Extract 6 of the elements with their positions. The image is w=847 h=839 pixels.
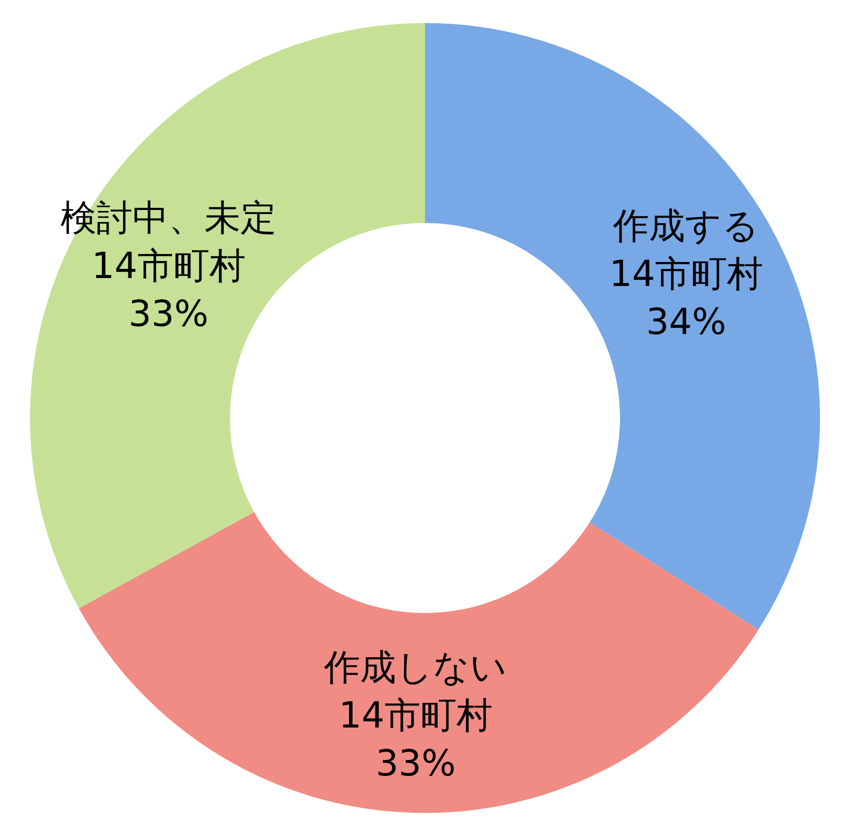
slice-label: 検討中、未定 (60, 198, 276, 239)
data-label: 14市町村 33% (338, 695, 493, 784)
data-label: 14市町村 34% (609, 254, 764, 343)
slice-label: 作成する (612, 206, 760, 247)
slice-label: 作成しない (323, 647, 508, 688)
data-label: 14市町村 33% (92, 246, 246, 335)
